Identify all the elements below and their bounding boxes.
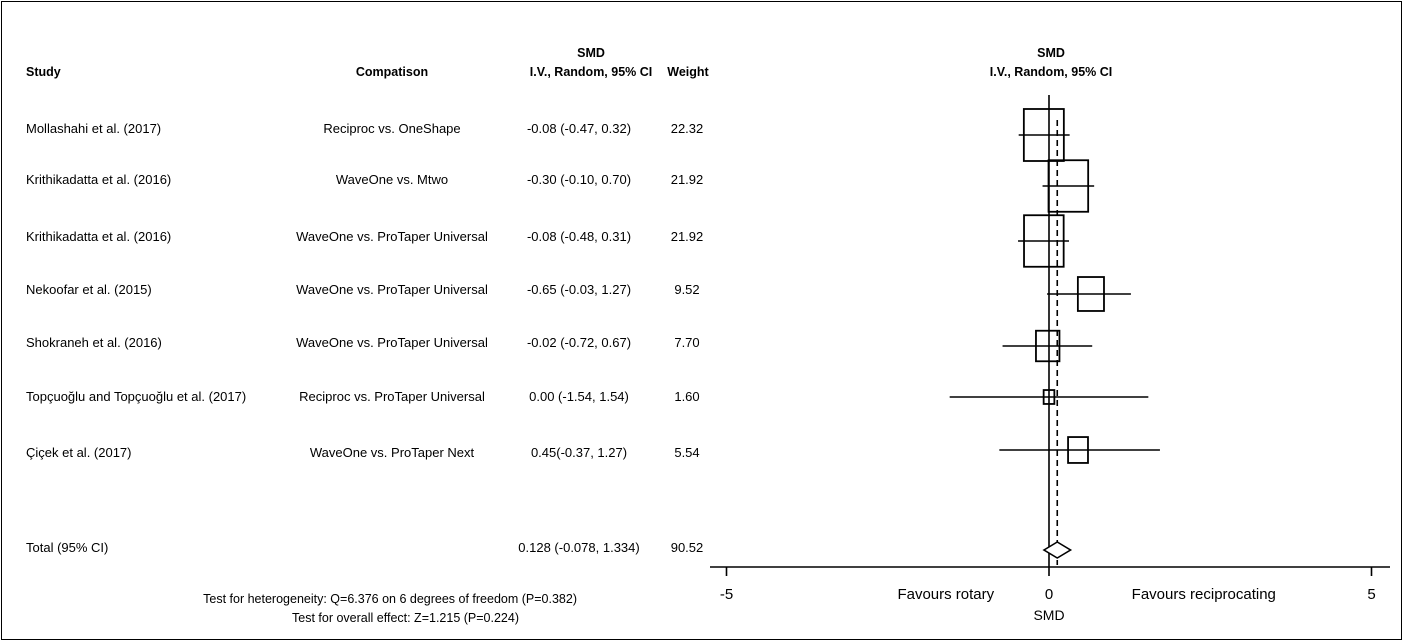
heterogeneity-test: Test for heterogeneity: Q=6.376 on 6 deg… bbox=[203, 592, 577, 606]
header-study: Study bbox=[26, 65, 61, 79]
study-comparison: WaveOne vs. Mtwo bbox=[335, 172, 449, 187]
study-weight: 21.92 bbox=[670, 229, 704, 244]
study-name: Krithikadatta et al. (2016) bbox=[26, 172, 172, 187]
study-name: Topçuoğlu and Topçuoğlu et al. (2017) bbox=[26, 389, 247, 404]
study-comparison: WaveOne vs. ProTaper Universal bbox=[296, 282, 488, 297]
total-label: Total (95% CI) bbox=[26, 540, 109, 555]
study-weight: 21.92 bbox=[670, 172, 704, 187]
study-name: Krithikadatta et al. (2016) bbox=[26, 229, 172, 244]
study-ci: -0.08 (-0.48, 0.31) bbox=[526, 229, 632, 244]
plot-header-smd: SMD bbox=[1037, 46, 1065, 60]
total-weight: 90.52 bbox=[670, 540, 704, 555]
effect-box bbox=[1023, 214, 1065, 268]
study-comparison: WaveOne vs. ProTaper Universal bbox=[296, 229, 488, 244]
effect-box bbox=[1042, 389, 1056, 405]
study-weight: 7.70 bbox=[674, 335, 700, 350]
effect-box bbox=[1076, 276, 1105, 312]
study-comparison: WaveOne vs. ProTaper Next bbox=[309, 445, 475, 460]
study-comparison: Reciproc vs. ProTaper Universal bbox=[299, 389, 485, 404]
pooled-diamond bbox=[1042, 541, 1073, 559]
study-name: Shokraneh et al. (2016) bbox=[26, 335, 162, 350]
study-ci: -0.02 (-0.72, 0.67) bbox=[526, 335, 632, 350]
overall-effect-test: Test for overall effect: Z=1.215 (P=0.22… bbox=[292, 611, 519, 625]
total-ci: 0.128 (-0.078, 1.334) bbox=[518, 540, 640, 555]
study-comparison: Reciproc vs. OneShape bbox=[323, 121, 461, 136]
x-tick-label: 0 bbox=[1045, 586, 1053, 603]
study-comparison: WaveOne vs. ProTaper Universal bbox=[296, 335, 488, 350]
study-weight: 9.52 bbox=[674, 282, 700, 297]
study-weight: 22.32 bbox=[670, 121, 704, 136]
header-comparison: Compatison bbox=[355, 65, 429, 79]
study-ci: 0.45(-0.37, 1.27) bbox=[530, 445, 628, 460]
effect-box bbox=[1047, 159, 1090, 213]
left-favours-label: Favours rotary bbox=[897, 586, 994, 603]
effect-box bbox=[1035, 329, 1061, 363]
x-tick-label: 5 bbox=[1367, 586, 1375, 603]
study-ci: -0.65 (-0.03, 1.27) bbox=[526, 282, 632, 297]
study-weight: 5.54 bbox=[674, 445, 700, 460]
effect-box bbox=[1022, 108, 1065, 162]
right-favours-label: Favours reciprocating bbox=[1132, 586, 1276, 603]
study-name: Nekoofar et al. (2015) bbox=[26, 282, 152, 297]
header-smd: SMD bbox=[577, 46, 605, 60]
study-name: Mollashahi et al. (2017) bbox=[26, 121, 162, 136]
study-ci: 0.00 (-1.54, 1.54) bbox=[529, 389, 629, 404]
study-name: Çiçek et al. (2017) bbox=[26, 445, 132, 460]
plot-header-method: I.V., Random, 95% CI bbox=[989, 65, 1113, 79]
study-weight: 1.60 bbox=[674, 389, 700, 404]
study-ci: -0.08 (-0.47, 0.32) bbox=[526, 121, 632, 136]
effect-box bbox=[1067, 436, 1089, 464]
x-axis-title: SMD bbox=[1033, 607, 1064, 623]
header-smd-method: I.V., Random, 95% CI bbox=[529, 65, 653, 79]
study-ci: -0.30 (-0.10, 0.70) bbox=[526, 172, 632, 187]
x-tick-label: -5 bbox=[720, 586, 733, 603]
header-weight: Weight bbox=[667, 65, 709, 79]
